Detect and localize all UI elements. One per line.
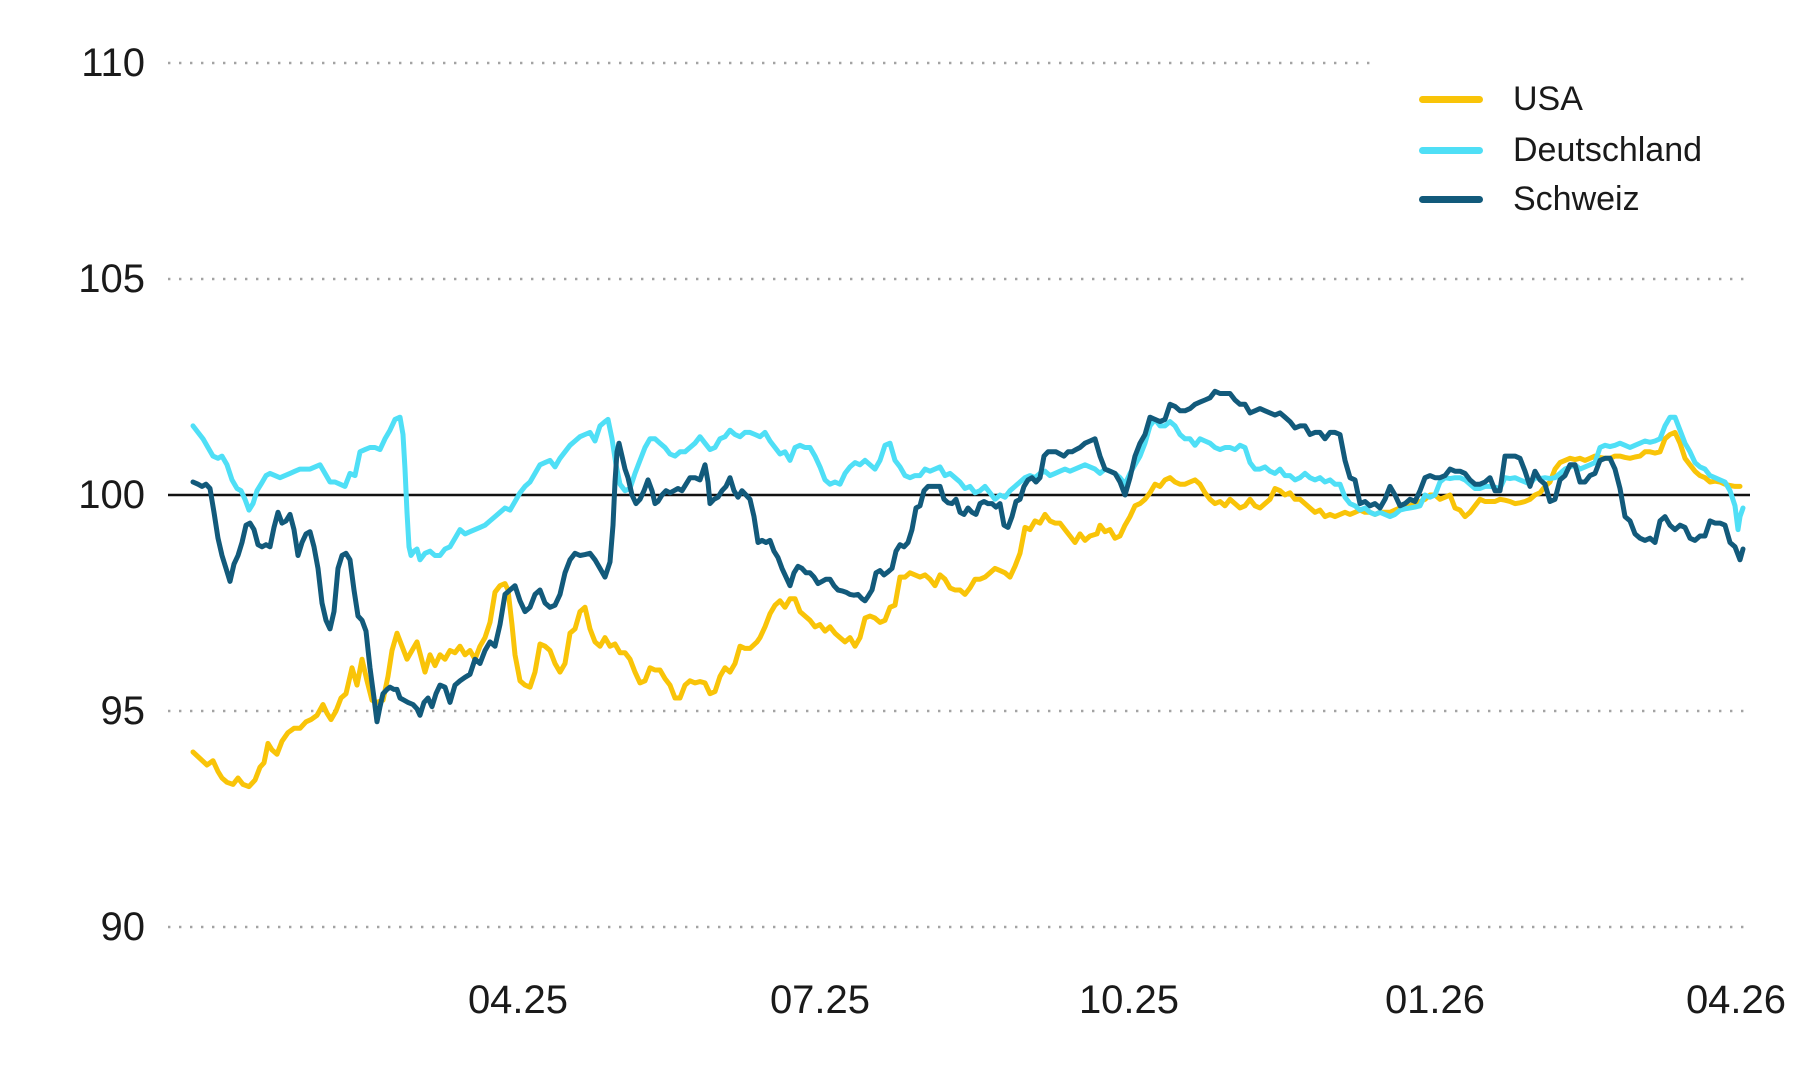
series-line-usa (190, 429, 1743, 790)
x-tick-label: 10.25 (1078, 978, 1180, 1022)
legend-item-schweiz: Schweiz (1419, 179, 1640, 219)
x-tick-label: 07.25 (769, 978, 871, 1022)
legend-item-usa: USA (1419, 79, 1583, 119)
legend-label-usa: USA (1513, 80, 1583, 118)
y-tick-label: 110 (81, 41, 145, 85)
legend-item-deutschland: Deutschland (1419, 130, 1702, 170)
series-line-deutschland (190, 414, 1746, 563)
deutschland-line-swatch-icon (1419, 146, 1483, 154)
y-tick-label: 95 (100, 689, 146, 733)
y-tick-label: 105 (78, 257, 145, 301)
x-tick-label: 04.26 (1685, 978, 1787, 1022)
usa-line-swatch-icon (1419, 95, 1483, 103)
y-tick-label: 90 (100, 905, 146, 949)
series-line-schweiz (190, 388, 1746, 725)
schweiz-line-swatch-icon (1419, 195, 1483, 203)
x-tick-label: 01.26 (1384, 978, 1486, 1022)
y-tick-label: 100 (78, 473, 145, 517)
legend-label-schweiz: Schweiz (1513, 180, 1640, 218)
x-tick-label: 04.25 (467, 978, 569, 1022)
legend-label-deutschland: Deutschland (1513, 131, 1703, 169)
